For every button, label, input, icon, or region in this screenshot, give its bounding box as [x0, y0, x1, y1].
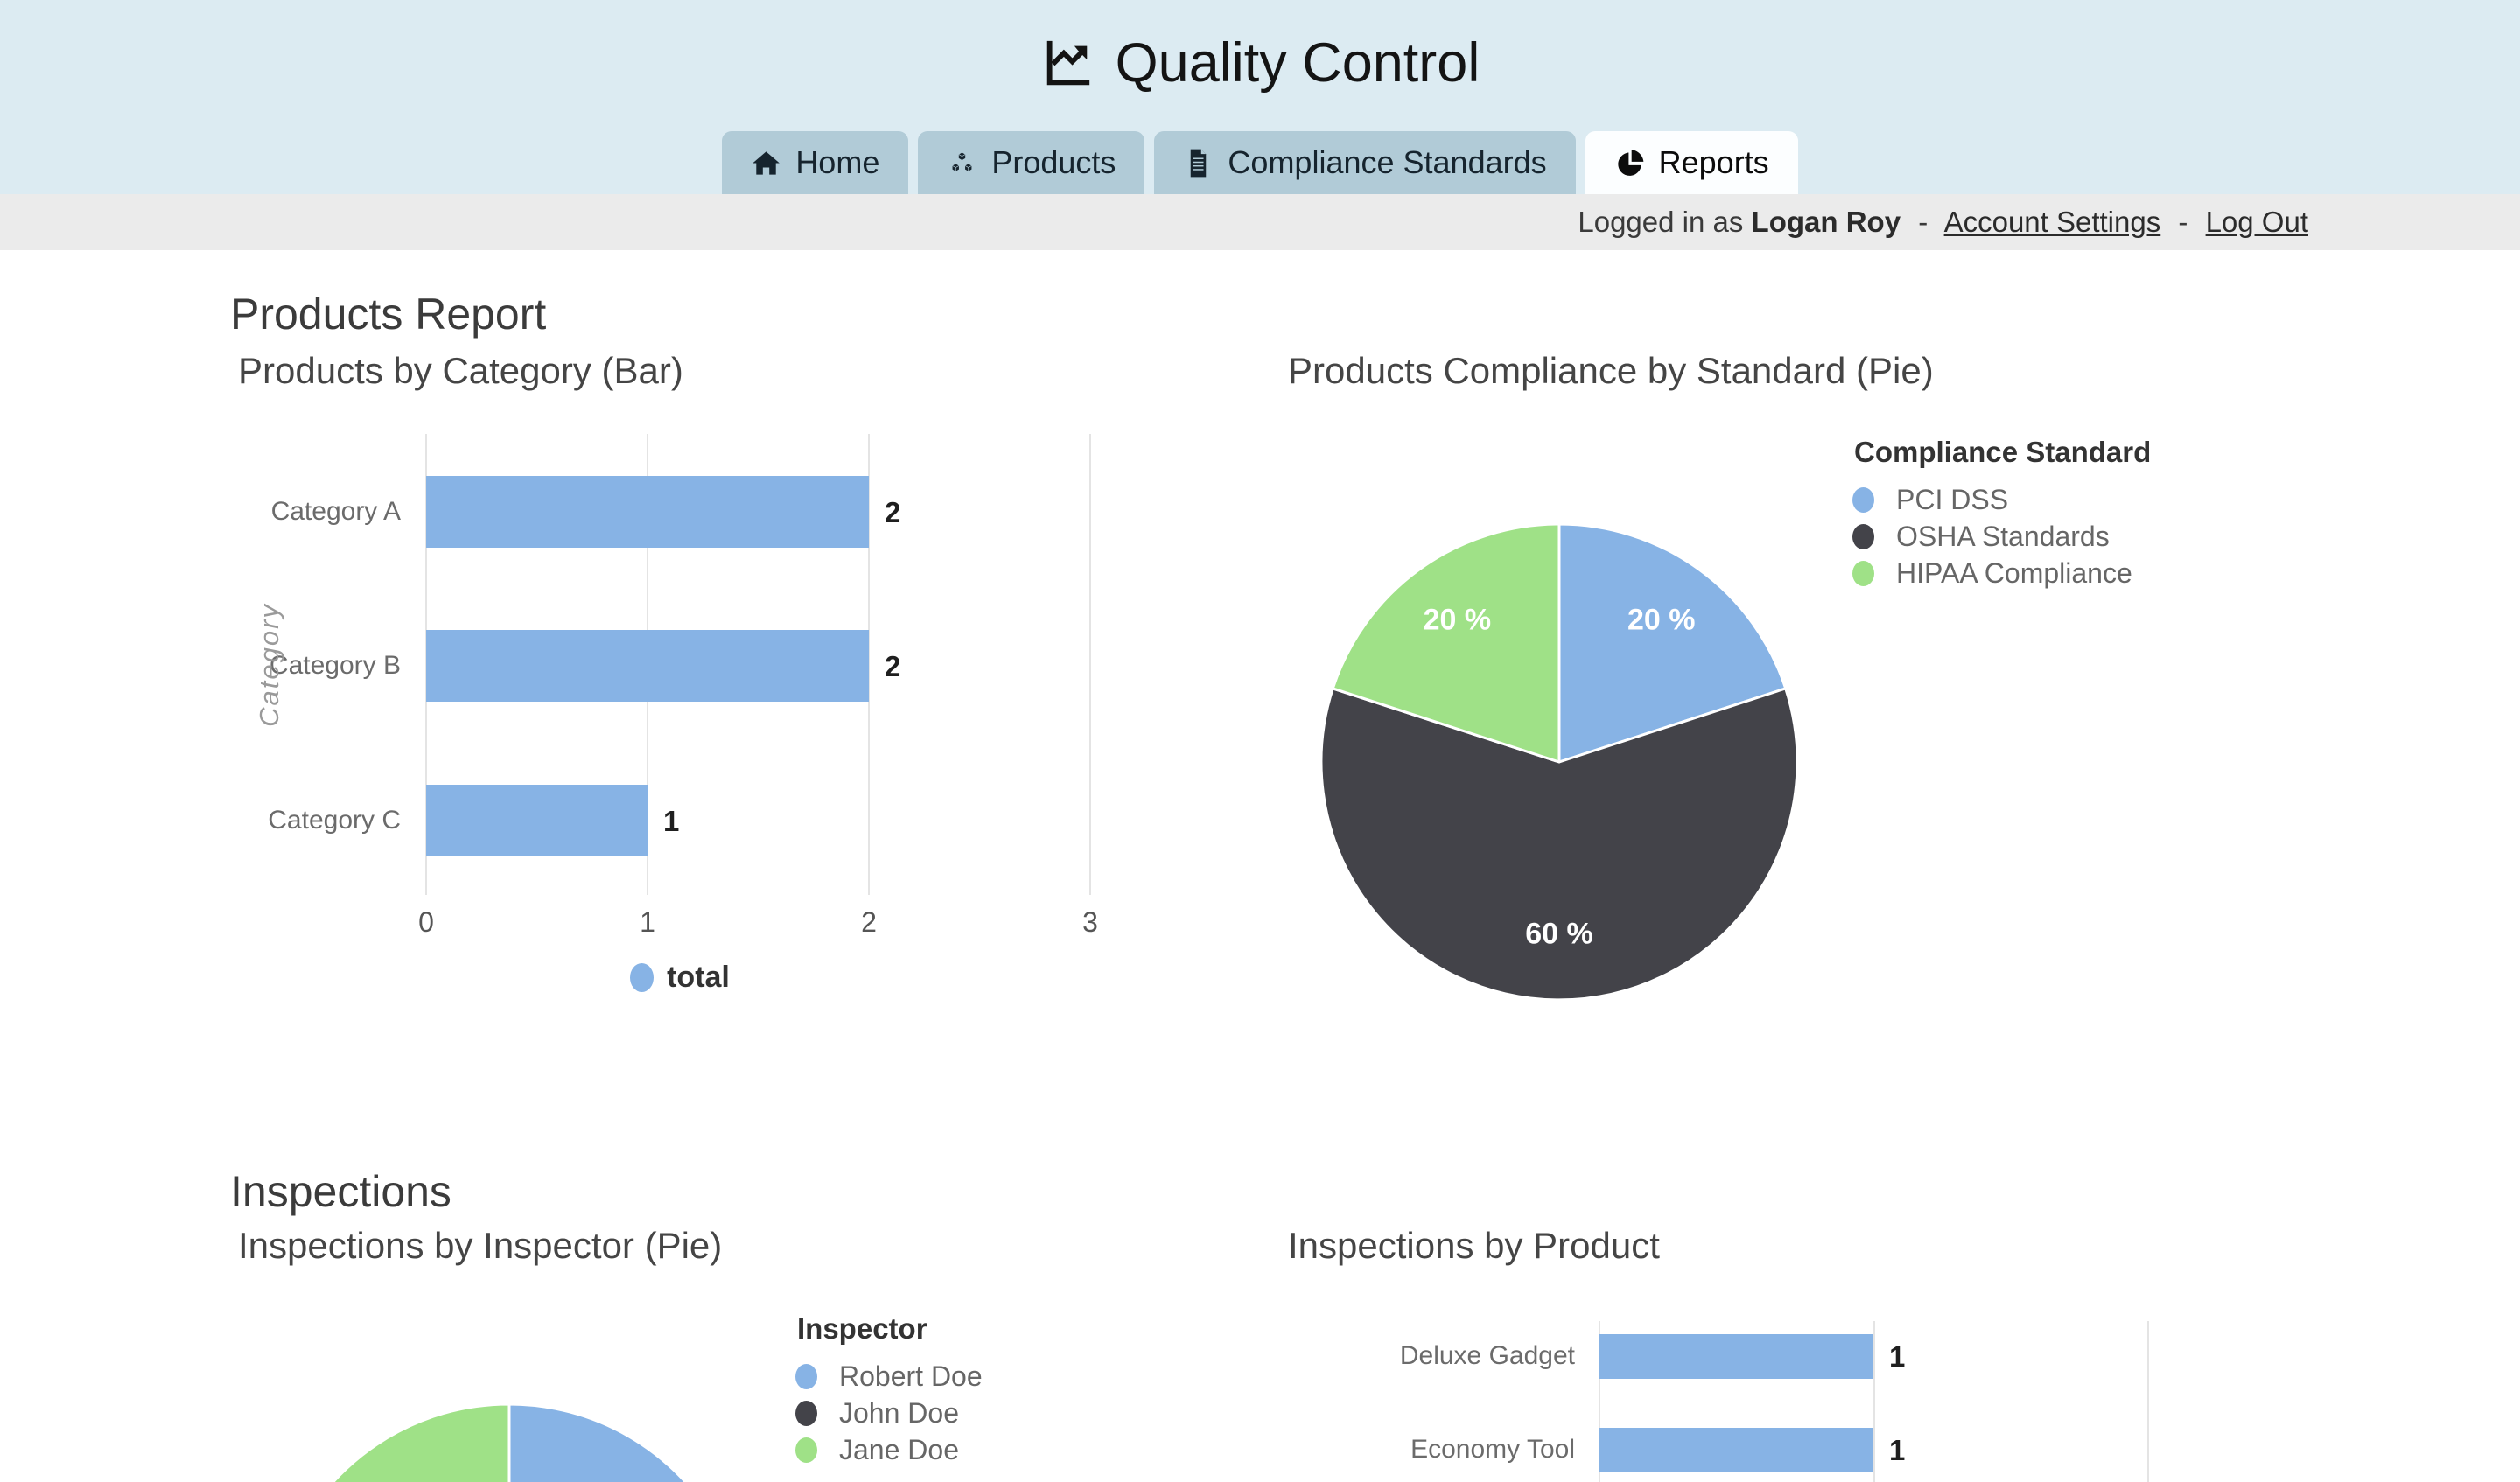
bar-category-c	[426, 785, 648, 856]
legend-swatch	[630, 963, 654, 992]
gridline	[2147, 1321, 2149, 1482]
chart-line-icon	[1040, 36, 1095, 90]
tab-compliance-standards-label: Compliance Standards	[1228, 144, 1547, 180]
legend-label: HIPAA Compliance	[1896, 556, 2132, 589]
separator: -	[2178, 206, 2188, 238]
legend-swatch	[1852, 486, 1874, 513]
bar-value-label: 1	[1889, 1434, 1906, 1466]
tab-compliance-standards[interactable]: Compliance Standards	[1154, 131, 1576, 194]
tab-reports[interactable]: Reports	[1585, 131, 1798, 194]
chart-title: Products by Category (Bar)	[238, 350, 683, 391]
pie-slice-label: 60 %	[1525, 918, 1593, 951]
status-bar: Logged in as Logan Roy - Account Setting…	[0, 194, 2520, 250]
pie-slice-OSHA Standards	[1320, 687, 1799, 1002]
section-title-products-report: Products Report	[230, 290, 547, 339]
cubes-icon	[947, 148, 977, 178]
chart-products-by-category: Products by Category (Bar) Category A Ca…	[210, 350, 1260, 1024]
home-icon	[751, 148, 781, 178]
legend-label: PCI DSS	[1896, 483, 2009, 515]
legend-item: HIPAA Compliance	[1852, 555, 2151, 591]
pie-slice-HIPAA Compliance	[1331, 522, 1561, 764]
tab-products[interactable]: Products	[918, 131, 1145, 194]
category-label: Deluxe Gadget	[1399, 1341, 1575, 1370]
logout-link[interactable]: Log Out	[2205, 206, 2308, 238]
login-status: Logged in as Logan Roy - Account Setting…	[1578, 194, 2308, 250]
app-title: Quality Control	[1115, 32, 1480, 94]
gridline	[1089, 434, 1091, 895]
chart-inspections-by-inspector: Inspections by Inspector (Pie) Inspector…	[210, 1225, 1260, 1482]
legend-swatch	[795, 1437, 817, 1463]
legend-swatch	[1852, 523, 1874, 549]
pie-slice-PCI DSS	[1558, 522, 1788, 764]
pie-slice-Robert Doe	[508, 1402, 688, 1482]
legend-title: Inspector	[797, 1312, 928, 1345]
legend-label: OSHA Standards	[1896, 520, 2110, 552]
logged-in-as-text: Logged in as	[1578, 206, 1744, 238]
chart-title: Products Compliance by Standard (Pie)	[1288, 350, 1934, 391]
legend-item: John Doe	[795, 1395, 983, 1431]
gridline	[1599, 1321, 1600, 1482]
chart-pie-icon	[1614, 148, 1645, 178]
legend-label: Robert Doe	[839, 1360, 983, 1392]
bar-deluxe-gadget	[1600, 1334, 1873, 1379]
legend-label: Jane Doe	[839, 1433, 959, 1465]
pie-slice-label: 20 %	[1424, 603, 1492, 636]
tab-home-label: Home	[795, 144, 880, 180]
main-nav: Home	[0, 131, 2520, 194]
legend-title: Compliance Standard	[1854, 436, 2152, 468]
app-header: Quality Control Home	[0, 0, 2520, 194]
x-tick: 2	[861, 906, 877, 938]
x-tick: 3	[1082, 906, 1098, 938]
legend-item: Robert Doe	[795, 1358, 983, 1395]
pie-inspections-by-inspector	[331, 1402, 688, 1482]
chart-legend: total	[210, 961, 1150, 995]
chart-inspections-by-product: Inspections by Product Deluxe Gadget Eco…	[1260, 1225, 2432, 1482]
x-tick: 0	[418, 906, 434, 938]
category-label: Category A	[270, 497, 401, 526]
legend-swatch	[1852, 560, 1874, 586]
app-title-row: Quality Control	[0, 31, 2520, 94]
tab-reports-label: Reports	[1658, 144, 1769, 180]
legend-label: John Doe	[839, 1396, 959, 1429]
pie-products-compliance: 20 % 60 % 20 %	[1320, 522, 1799, 1002]
bar-economy-tool	[1600, 1428, 1873, 1472]
bar-value-label: 2	[885, 496, 901, 528]
bar-category-a	[426, 476, 869, 548]
gridline	[1873, 1321, 1875, 1482]
chart-title: Inspections by Product	[1288, 1225, 1660, 1266]
y-axis-label: Category	[254, 603, 284, 727]
legend-label: total	[667, 961, 730, 994]
legend-item: PCI DSS	[1852, 481, 2151, 518]
legend-swatch	[795, 1363, 817, 1389]
account-settings-link[interactable]: Account Settings	[1943, 206, 2161, 238]
category-label: Category C	[268, 806, 401, 835]
chart-legend: Compliance Standard PCI DSS OSHA Standar…	[1852, 436, 2151, 591]
legend-swatch	[795, 1400, 817, 1426]
chart-products-compliance-by-standard: Products Compliance by Standard (Pie) 20…	[1260, 350, 2310, 1024]
category-label: Economy Tool	[1410, 1435, 1575, 1464]
separator: -	[1918, 206, 1928, 238]
file-lines-icon	[1183, 148, 1214, 178]
chart-legend: Inspector Robert Doe John Doe Jane Doe	[795, 1312, 983, 1468]
legend-item: OSHA Standards	[1852, 518, 2151, 555]
bar-value-label: 1	[663, 805, 680, 837]
username: Logan Roy	[1751, 206, 1901, 238]
pie-slice-Jane Doe	[331, 1402, 511, 1482]
pie-slice-label: 20 %	[1628, 603, 1696, 636]
bar-value-label: 1	[1889, 1340, 1906, 1373]
tab-home[interactable]: Home	[722, 131, 909, 194]
bar-value-label: 2	[885, 650, 901, 682]
legend-item: Jane Doe	[795, 1431, 983, 1468]
x-tick: 1	[640, 906, 655, 938]
section-title-inspections: Inspections	[230, 1167, 452, 1216]
bar-category-b	[426, 630, 869, 702]
tab-products-label: Products	[991, 144, 1116, 180]
category-label: Category B	[269, 651, 401, 680]
gridline	[868, 434, 870, 895]
chart-title: Inspections by Inspector (Pie)	[238, 1225, 723, 1266]
